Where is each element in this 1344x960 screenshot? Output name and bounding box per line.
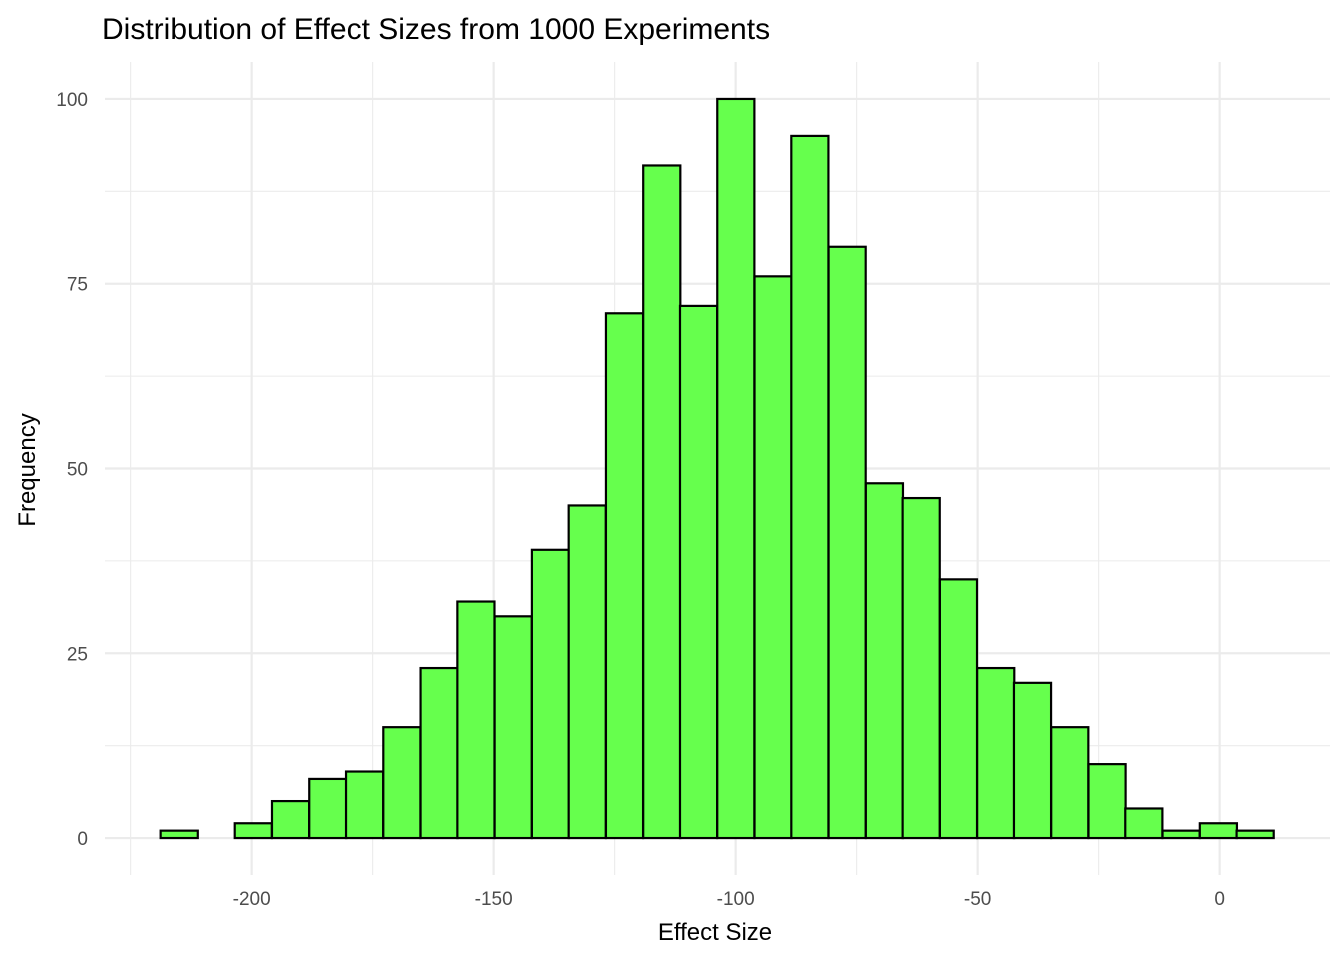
x-tick-label: 0: [1214, 889, 1225, 910]
histogram-bar: [1235, 829, 1275, 840]
histogram-bar: [530, 548, 571, 840]
x-tick-label: -100: [717, 889, 755, 910]
histogram-bars: [159, 97, 1275, 840]
histogram-bar: [493, 615, 533, 840]
histogram-bar: [901, 496, 941, 840]
histogram-bar: [1198, 822, 1239, 840]
x-tick-label: -200: [233, 889, 271, 910]
histogram-bar: [456, 600, 496, 840]
x-tick-label: -50: [964, 889, 991, 910]
histogram-bar: [604, 312, 645, 840]
histogram-bar: [976, 666, 1016, 840]
histogram-bar: [864, 482, 905, 840]
histogram-bar: [1012, 681, 1053, 840]
y-tick-label: 25: [67, 644, 88, 665]
histogram-bar: [159, 829, 199, 840]
histogram-bar: [567, 504, 607, 840]
histogram-bar: [678, 304, 719, 840]
chart-title: Distribution of Effect Sizes from 1000 E…: [102, 13, 770, 46]
y-axis-ticks: 0 25 50 75 100: [56, 90, 88, 850]
x-tick-label: -150: [475, 889, 513, 910]
x-axis-title: Effect Size: [658, 919, 772, 946]
histogram-bar: [308, 777, 348, 840]
histogram-bar: [382, 726, 422, 840]
y-tick-label: 0: [77, 829, 88, 850]
histogram-bar: [233, 822, 273, 840]
histogram-bar: [716, 97, 756, 840]
histogram-bar: [344, 770, 385, 840]
histogram-bar: [270, 799, 311, 840]
histogram-bar: [1124, 807, 1164, 840]
histogram-bar: [1050, 726, 1090, 840]
histogram-bar: [419, 666, 459, 840]
histogram-bar: [1087, 763, 1127, 840]
histogram-bar: [827, 245, 867, 840]
histogram-bar: [790, 134, 830, 840]
y-tick-label: 50: [67, 460, 88, 481]
histogram-bar: [642, 164, 682, 840]
y-tick-label: 75: [67, 275, 88, 296]
histogram-bar: [1161, 829, 1201, 840]
y-axis-title: Frequency: [14, 413, 41, 526]
x-axis-ticks: -200 -150 -100 -50 0: [233, 889, 1225, 910]
histogram-bar: [938, 578, 979, 840]
histogram-bar: [753, 275, 793, 840]
y-tick-label: 100: [56, 90, 88, 111]
